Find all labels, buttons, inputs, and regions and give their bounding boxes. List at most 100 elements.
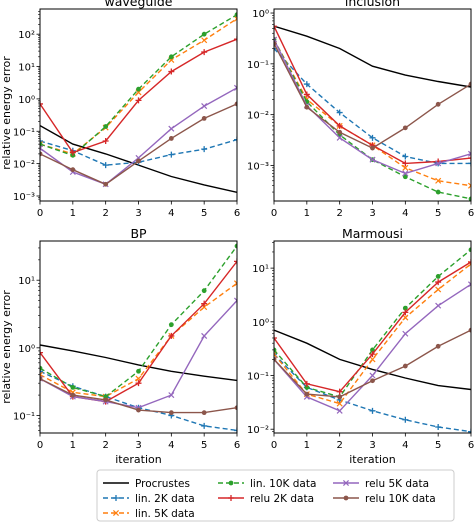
data-point-lin10k bbox=[136, 86, 141, 92]
series-line-procrustes bbox=[274, 329, 471, 391]
data-point-lin2k bbox=[402, 416, 409, 423]
y-tick-label: 10⁰ bbox=[252, 318, 269, 329]
data-point-lin5k bbox=[336, 400, 343, 407]
data-point-relu5k bbox=[467, 281, 471, 288]
data-point-relu5k bbox=[402, 330, 409, 337]
panel-title: BP bbox=[130, 226, 147, 241]
data-point-relu2k bbox=[303, 91, 310, 98]
data-point-relu2k bbox=[40, 100, 43, 107]
data-point-relu5k bbox=[233, 297, 237, 304]
data-point-lin2k bbox=[201, 422, 208, 429]
data-point-lin2k bbox=[234, 136, 237, 143]
x-tick-label: 0 bbox=[37, 208, 43, 219]
data-point-relu2k bbox=[234, 258, 237, 265]
x-tick-label: 5 bbox=[201, 208, 207, 219]
data-point-relu2k bbox=[168, 332, 175, 339]
x-tick-label: 3 bbox=[135, 208, 141, 219]
legend-label-procrustes: Procrustes bbox=[135, 478, 190, 490]
x-tick-label: 4 bbox=[402, 208, 408, 219]
data-point-lin5k bbox=[402, 164, 409, 171]
data-point-relu2k bbox=[135, 97, 142, 104]
data-point-relu10k bbox=[370, 145, 375, 151]
data-point-relu5k bbox=[467, 150, 471, 157]
data-point-relu10k bbox=[234, 405, 237, 411]
data-point-relu10k bbox=[304, 391, 310, 397]
x-tick-label: 2 bbox=[102, 440, 108, 451]
x-tick-label: 4 bbox=[168, 208, 174, 219]
data-point-relu10k bbox=[274, 41, 277, 47]
y-tick-label: 10⁻² bbox=[247, 425, 269, 436]
data-point-relu10k bbox=[103, 397, 109, 403]
data-point-relu10k bbox=[103, 181, 109, 187]
x-tick-label: 6 bbox=[234, 440, 240, 451]
legend-label-lin5k: lin. 5K data bbox=[135, 508, 195, 520]
data-point-lin10k bbox=[136, 368, 141, 374]
data-point-lin10k bbox=[435, 274, 441, 279]
data-point-lin10k bbox=[402, 305, 408, 311]
x-tick-label: 6 bbox=[234, 208, 240, 219]
y-tick-label: 10⁻² bbox=[13, 160, 35, 171]
panel-title: Marmousi bbox=[342, 226, 403, 241]
data-point-lin10k bbox=[103, 124, 109, 129]
legend-frame bbox=[96, 469, 455, 522]
x-axis-label: iteration bbox=[349, 453, 395, 466]
data-point-lin10k bbox=[70, 384, 76, 390]
data-point-relu5k bbox=[402, 170, 409, 177]
data-point-lin2k bbox=[274, 351, 277, 358]
data-point-relu2k bbox=[468, 155, 471, 162]
data-point-lin10k bbox=[234, 12, 237, 18]
x-tick-label: 5 bbox=[435, 208, 441, 219]
y-tick-label: 10² bbox=[18, 30, 35, 41]
x-tick-label: 6 bbox=[468, 440, 474, 451]
x-tick-label: 2 bbox=[336, 440, 342, 451]
plot-area bbox=[40, 243, 237, 433]
y-tick-label: 10⁻³ bbox=[13, 192, 35, 203]
data-point-relu2k bbox=[336, 122, 343, 129]
data-point-relu2k bbox=[402, 160, 409, 167]
data-point-lin2k bbox=[468, 160, 471, 167]
data-point-lin2k bbox=[468, 428, 471, 433]
data-point-lin10k bbox=[201, 288, 207, 294]
ylabel-bottom-left: relative energy error bbox=[0, 290, 13, 404]
data-point-relu10k bbox=[201, 115, 207, 121]
data-point-relu5k bbox=[274, 36, 278, 43]
y-tick-label: 10⁻¹ bbox=[13, 411, 35, 422]
data-point-lin2k bbox=[102, 162, 109, 169]
data-point-relu2k bbox=[435, 279, 442, 286]
data-point-relu10k bbox=[370, 378, 375, 384]
data-point-relu5k bbox=[369, 156, 376, 163]
panel-title: inclusion bbox=[345, 0, 400, 9]
panel-frame bbox=[39, 240, 238, 434]
data-point-relu10k bbox=[402, 363, 408, 369]
panel-bp: BP 10⁻¹ 10⁰ 10¹ 0 1 2 3 4 5 6 iteration bbox=[13, 226, 240, 466]
legend-label-relu5k: relu 5K data bbox=[365, 478, 429, 490]
legend: Procrustes lin. 2K data lin. 5K data lin. 1… bbox=[96, 469, 455, 522]
data-point-lin2k bbox=[168, 151, 175, 158]
data-point-relu2k bbox=[69, 149, 76, 156]
x-tick-label: 0 bbox=[271, 440, 277, 451]
data-point-relu10k bbox=[402, 125, 408, 131]
data-point-lin2k bbox=[402, 153, 409, 160]
data-point-relu5k bbox=[233, 84, 237, 91]
data-point-relu10k bbox=[337, 129, 343, 135]
data-point-lin2k bbox=[435, 423, 442, 430]
y-tick-label: 10¹ bbox=[18, 63, 35, 74]
panel-marmousi: Marmousi 10⁻² 10⁻¹ 10⁰ 10¹ 0 1 2 3 4 5 6 iteration bbox=[247, 226, 474, 466]
data-point-lin10k bbox=[435, 189, 441, 195]
x-axis-label: iteration bbox=[115, 453, 161, 466]
data-point-relu2k bbox=[303, 380, 310, 387]
data-point-relu10k bbox=[201, 410, 207, 416]
data-point-relu2k bbox=[135, 380, 142, 387]
x-tick-label: 0 bbox=[37, 440, 43, 451]
plot-area bbox=[40, 12, 237, 193]
data-point-lin5k bbox=[402, 314, 409, 321]
data-point-lin5k bbox=[201, 37, 208, 44]
data-point-relu2k bbox=[369, 351, 376, 358]
y-tick-label: 10¹ bbox=[252, 264, 269, 275]
data-point-relu10k bbox=[468, 81, 471, 87]
data-point-relu2k bbox=[201, 49, 208, 56]
data-point-relu5k bbox=[435, 160, 442, 167]
data-point-relu5k bbox=[40, 375, 44, 382]
x-tick-label: 3 bbox=[135, 440, 141, 451]
data-point-lin2k bbox=[336, 109, 343, 116]
